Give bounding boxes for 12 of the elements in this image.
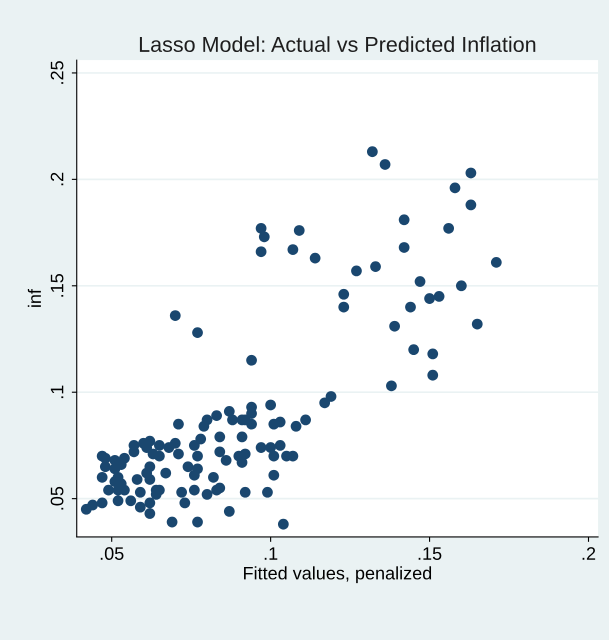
x-tick-label: .15 xyxy=(418,547,442,560)
y-tick-label: .05 xyxy=(50,486,64,510)
x-tick-label: .2 xyxy=(582,547,596,560)
y-tick-label: .15 xyxy=(50,274,64,297)
y-axis-title: inf xyxy=(28,288,41,307)
x-tick-label: .05 xyxy=(100,547,124,560)
x-tick-label: .1 xyxy=(264,547,278,560)
y-tick-label: .25 xyxy=(50,61,64,84)
chart-title: Lasso Model: Actual vs Predicted Inflation xyxy=(140,36,536,52)
y-tick-label: .1 xyxy=(50,386,64,398)
y-tick-label: .2 xyxy=(50,172,64,186)
x-axis-title: Fitted values, penalized xyxy=(244,566,432,584)
